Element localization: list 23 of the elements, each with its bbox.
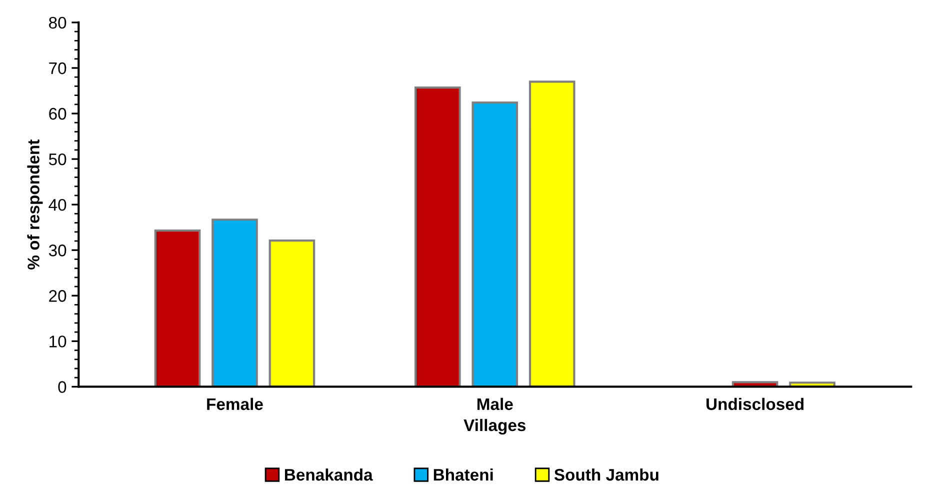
bar [414,86,461,387]
y-axis-title: % of respondent [27,140,43,270]
legend-label: Bhateni [434,468,493,481]
bar [154,230,201,387]
y-tick-label: 40 [48,198,66,211]
legend-label: Benakanda [284,468,373,481]
bar [472,102,518,387]
legend-label: South Jambu [554,468,658,481]
y-tick-label: 10 [50,336,66,348]
x-tick-label: Male [477,398,513,410]
y-tick-label: 50 [48,153,66,166]
bar [528,80,576,387]
x-axis-title: Villages [464,418,526,435]
x-tick-label: Female [207,398,263,410]
x-tick-label: Undisclosed [706,398,804,410]
y-tick-label: 60 [49,108,66,120]
y-tick-label: 0 [58,381,66,393]
y-tick-label: 20 [49,290,66,302]
y-tick-label: 30 [48,244,66,256]
bar [212,218,258,387]
y-tick-label: 80 [49,16,66,29]
y-tick-label: 70 [49,62,66,74]
bar [268,240,316,387]
